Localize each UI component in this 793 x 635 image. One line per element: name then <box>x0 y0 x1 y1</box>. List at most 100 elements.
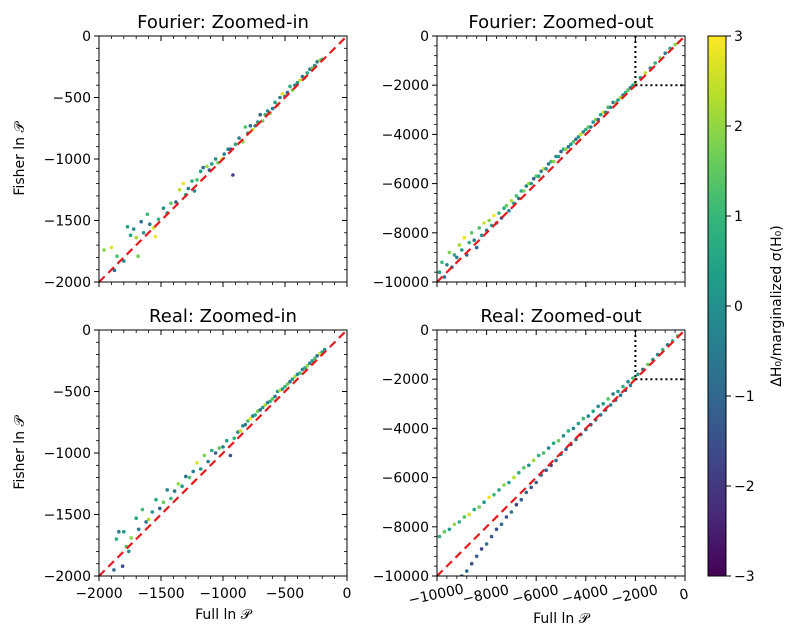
y-tick-label: −2000 <box>382 372 429 388</box>
scatter-point <box>487 495 491 500</box>
reference-line-y-equals-x <box>99 330 347 576</box>
scatter-point <box>611 392 615 396</box>
scatter-point <box>139 219 143 224</box>
scatter-point <box>213 451 218 455</box>
colorbar: 3 2 1 0 −1 −2 −3 ΔH₀/marginalized σ(H₀) <box>707 29 785 585</box>
scatter-point <box>305 363 310 368</box>
y-tick-label: −2000 <box>382 78 429 94</box>
scatter-point <box>228 453 233 458</box>
y-tick-label: −1500 <box>44 214 91 230</box>
scatter-point <box>479 233 484 238</box>
scatter-point <box>606 105 610 110</box>
scatter-point <box>487 218 491 223</box>
scatter-point <box>169 496 173 501</box>
scatter-point <box>158 506 162 511</box>
scatter-point <box>606 397 610 401</box>
scatter-point <box>192 189 197 193</box>
scatter-point <box>265 109 270 113</box>
scatter-point <box>554 458 558 463</box>
scatter-point <box>248 416 253 421</box>
y-tick-label: −1000 <box>44 446 91 462</box>
scatter-point <box>258 408 263 412</box>
scatter-point <box>618 393 623 398</box>
panel-fourier-zoomed-in: Fourier: Zoomed-in −2000−1500−1000−5000 … <box>12 12 348 291</box>
scatter-point <box>517 470 521 475</box>
y-tick-label: −4000 <box>382 127 429 143</box>
x-tick-label: 0 <box>678 586 690 604</box>
scatter-point <box>127 549 131 554</box>
y-tick-label: −2000 <box>44 569 91 585</box>
scatter-point <box>460 248 464 252</box>
scatter-point <box>455 255 459 260</box>
x-tick-label: −8000 <box>461 582 511 607</box>
scatter-point <box>308 361 312 366</box>
scatter-point <box>541 167 546 171</box>
x-tick-label: −4000 <box>560 582 610 607</box>
reference-line-group <box>437 330 685 576</box>
scatter-point <box>509 510 514 514</box>
scatter-point <box>474 245 479 250</box>
scatter-point <box>303 366 307 370</box>
scatter-point <box>437 534 442 539</box>
scatter-point <box>566 429 571 433</box>
scatter-point <box>237 136 241 140</box>
axes-frame <box>436 329 686 577</box>
scatter-point <box>626 88 630 92</box>
scatter-point <box>278 95 282 100</box>
scatter-point <box>243 422 248 427</box>
scatter-point <box>191 469 195 474</box>
scatter-point <box>462 515 467 519</box>
colorbar-label: ΔH₀/marginalized σ(H₀) <box>769 225 785 386</box>
scatter-point <box>551 159 556 164</box>
x-axis-label: Full ln 𝒫 <box>195 607 253 623</box>
scatter-point <box>504 203 509 208</box>
y-tick-label: −8000 <box>382 226 429 242</box>
x-tick-label: −500 <box>266 586 304 602</box>
scatter-point <box>238 429 243 433</box>
scatter-point <box>522 466 526 470</box>
colorbar-tick-label: 1 <box>734 209 743 225</box>
scatter-point <box>117 529 121 534</box>
scatter-point <box>273 394 277 399</box>
scatter-point <box>445 263 449 267</box>
x-axis-label: Full ln 𝒫 <box>533 611 591 627</box>
scatter-point <box>522 189 526 193</box>
scatter-point <box>584 127 588 132</box>
scatter-point <box>474 554 479 559</box>
scatter-point <box>534 480 538 485</box>
scatter-point <box>598 112 603 117</box>
colorbar-tick-label: −3 <box>734 569 755 585</box>
scatter-point <box>172 489 177 493</box>
scatter-point <box>616 98 620 102</box>
scatter-point <box>184 474 188 479</box>
scatter-point <box>120 564 125 568</box>
panel-title: Fourier: Zoomed-out <box>468 12 653 33</box>
scatter-point <box>442 529 447 534</box>
scatter-points <box>437 42 677 279</box>
scatter-point <box>646 362 650 367</box>
scatter-point <box>141 231 146 235</box>
scatter-point <box>457 520 462 524</box>
scatter-point <box>517 196 521 201</box>
scatter-point <box>571 140 576 144</box>
y-tick-label: 0 <box>82 29 91 45</box>
x-tick-label: −1000 <box>199 586 246 602</box>
scatter-point <box>559 149 563 154</box>
scatter-point <box>148 222 152 226</box>
colorbar-tick-label: −2 <box>734 479 755 495</box>
scatter-point <box>469 231 474 235</box>
scatter-point <box>122 529 126 534</box>
scatter-point <box>136 254 140 258</box>
scatter-point <box>546 446 551 450</box>
scatter-point <box>198 467 203 471</box>
scatter-point <box>198 169 203 174</box>
scatter-point <box>270 106 275 111</box>
tick-group: −10000−10000−8000−8000−6000−6000−4000−40… <box>373 323 690 609</box>
scatter-point <box>519 497 524 502</box>
scatter-point <box>131 227 136 231</box>
scatter-point <box>243 125 248 129</box>
scatter-point <box>144 520 148 524</box>
scatter-point <box>206 459 210 464</box>
scatter-point <box>551 441 556 446</box>
scatter-point <box>653 61 657 65</box>
